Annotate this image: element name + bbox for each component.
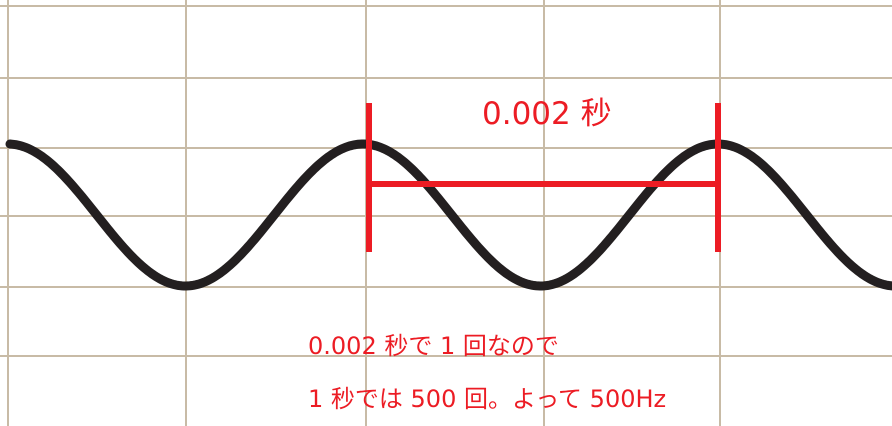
sine-waveform (5, 139, 892, 291)
period-label: 0.002 秒 (482, 96, 612, 132)
explanation-line-2: 1 秒では 500 回。よって 500Hz (308, 385, 666, 413)
explanation-line-1: 0.002 秒で 1 回なので (308, 332, 559, 360)
period-marker (366, 103, 721, 252)
